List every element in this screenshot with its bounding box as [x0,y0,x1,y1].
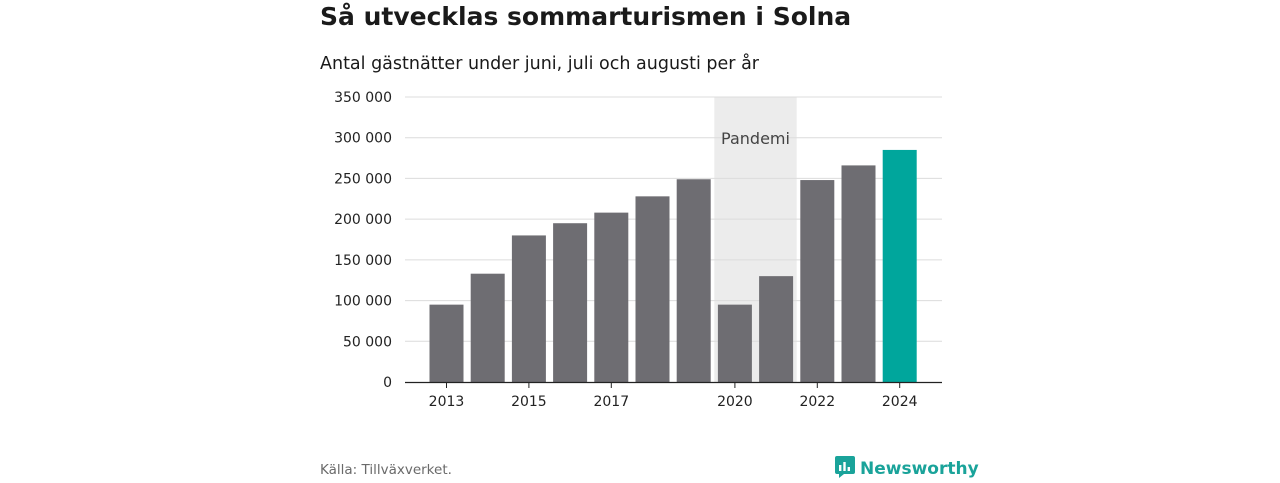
source-note: Källa: Tillväxverket. [320,462,452,478]
y-tick-label: 200 000 [334,212,392,228]
x-tick-label: 2020 [717,394,753,410]
y-tick-label: 100 000 [334,294,392,310]
chart-title: Så utvecklas sommarturismen i Solna [320,2,852,31]
bar-2020 [717,304,752,382]
bar-2022 [800,180,835,382]
bar-2015 [511,235,546,382]
y-tick-label: 150 000 [334,253,392,269]
y-tick-label: 50 000 [343,334,392,350]
bar-2017 [594,212,629,382]
newsworthy-logo-icon [835,455,855,483]
bar-2018 [635,196,670,382]
bar-2019 [676,179,711,382]
x-tick-label: 2017 [593,394,629,410]
y-tick-label: 300 000 [334,131,392,147]
x-tick-label: 2015 [511,394,547,410]
y-tick-label: 0 [383,375,392,391]
x-tick-label: 2022 [799,394,835,410]
bar-2016 [553,223,588,382]
x-tick-label: 2024 [882,394,918,410]
brand-logo[interactable]: Newsworthy [835,455,979,483]
bar-2024 [882,149,917,382]
bar-2014 [470,273,505,382]
pandemic-label: Pandemi [721,129,790,148]
bar-2021 [759,276,794,382]
x-tick-label: 2013 [429,394,465,410]
y-tick-label: 350 000 [334,90,392,106]
y-tick-label: 250 000 [334,171,392,187]
bar-2023 [841,165,876,382]
chart-subtitle: Antal gästnätter under juni, juli och au… [320,54,759,74]
bar-2013 [429,304,464,382]
brand-name: Newsworthy [860,459,979,479]
